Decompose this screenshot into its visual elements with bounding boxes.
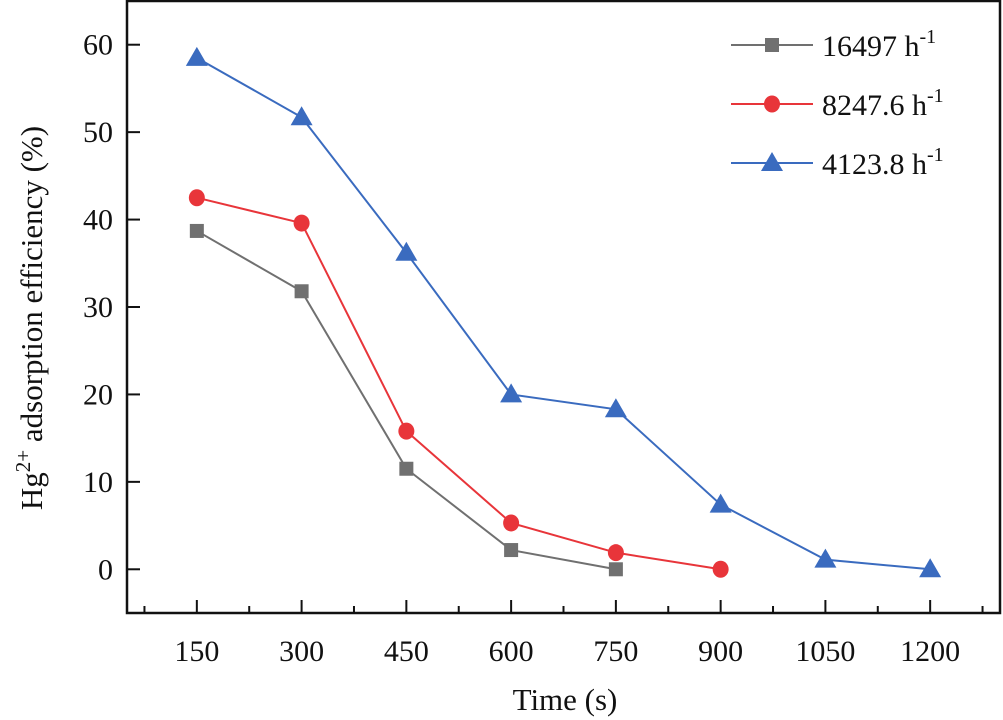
x-tick-label: 1050	[795, 635, 855, 668]
y-tick-label: 20	[83, 378, 113, 411]
legend-label-sup: -1	[920, 26, 937, 48]
series-line	[196, 56, 931, 571]
x-tick-label: 150	[174, 635, 219, 668]
x-tick-label: 450	[384, 635, 429, 668]
legend-label-base: 4123.8 h	[822, 148, 927, 181]
y-axis-title-base: Hg	[14, 472, 49, 510]
circle-marker	[607, 544, 624, 562]
y-tick-label: 40	[83, 204, 113, 237]
y-axis-title: Hg2+ adsorption efficiency (%)	[11, 126, 49, 510]
circle-marker	[188, 189, 205, 207]
triangle-marker	[919, 558, 942, 578]
legend-label: 4123.8 h-1	[822, 144, 944, 181]
x-axis-title: Time (s)	[513, 682, 618, 717]
triangle-marker	[185, 46, 208, 66]
square-marker	[399, 461, 414, 476]
y-axis-title-sup: 2+	[11, 450, 35, 472]
x-tick-label: 750	[593, 635, 638, 668]
triangle-marker	[709, 493, 732, 513]
legend-item: 16497 h-1	[731, 26, 936, 63]
x-tick-label: 1200	[900, 635, 960, 668]
triangle-marker	[290, 106, 313, 126]
x-tick-label: 600	[489, 635, 534, 668]
legend-label-sup: -1	[927, 144, 944, 166]
square-marker	[765, 38, 779, 52]
series-layer	[185, 46, 942, 578]
legend-label: 16497 h-1	[822, 26, 936, 63]
legend-item: 4123.8 h-1	[731, 144, 944, 181]
x-tick-label: 900	[698, 635, 743, 668]
y-tick-label: 30	[83, 291, 113, 324]
legend-item: 8247.6 h-1	[731, 85, 944, 122]
axes: 150 300 450 600 750 900 1050 1200 0 10 20 30 40 50 60	[83, 0, 1002, 668]
series-line	[196, 196, 721, 571]
triangle-marker	[500, 383, 523, 403]
square-marker	[504, 543, 519, 558]
y-axis-title-rest: adsorption efficiency (%)	[14, 126, 49, 450]
y-tick-label: 10	[83, 466, 113, 499]
legend-label-base: 16497 h	[822, 30, 920, 63]
circle-marker	[293, 214, 310, 232]
x-tick-label: 300	[279, 635, 324, 668]
legend-label-sup: -1	[927, 85, 944, 107]
legend-label-base: 8247.6 h	[822, 89, 927, 122]
square-marker	[608, 562, 623, 577]
series-circle	[188, 189, 729, 578]
square-marker	[294, 284, 309, 299]
circle-marker	[712, 560, 729, 578]
y-tick-label: 60	[83, 29, 113, 62]
y-tick-label: 50	[83, 116, 113, 149]
triangle-marker	[761, 152, 783, 171]
circle-marker	[764, 95, 780, 113]
y-tick-label: 0	[98, 553, 113, 586]
triangle-marker	[604, 398, 627, 418]
triangle-marker	[814, 548, 837, 568]
circle-marker	[398, 422, 415, 440]
series-triangle	[185, 46, 942, 578]
legend-label: 8247.6 h-1	[822, 85, 944, 122]
triangle-marker	[395, 241, 418, 261]
square-marker	[189, 223, 204, 238]
circle-marker	[503, 514, 520, 532]
series-square	[189, 223, 623, 577]
